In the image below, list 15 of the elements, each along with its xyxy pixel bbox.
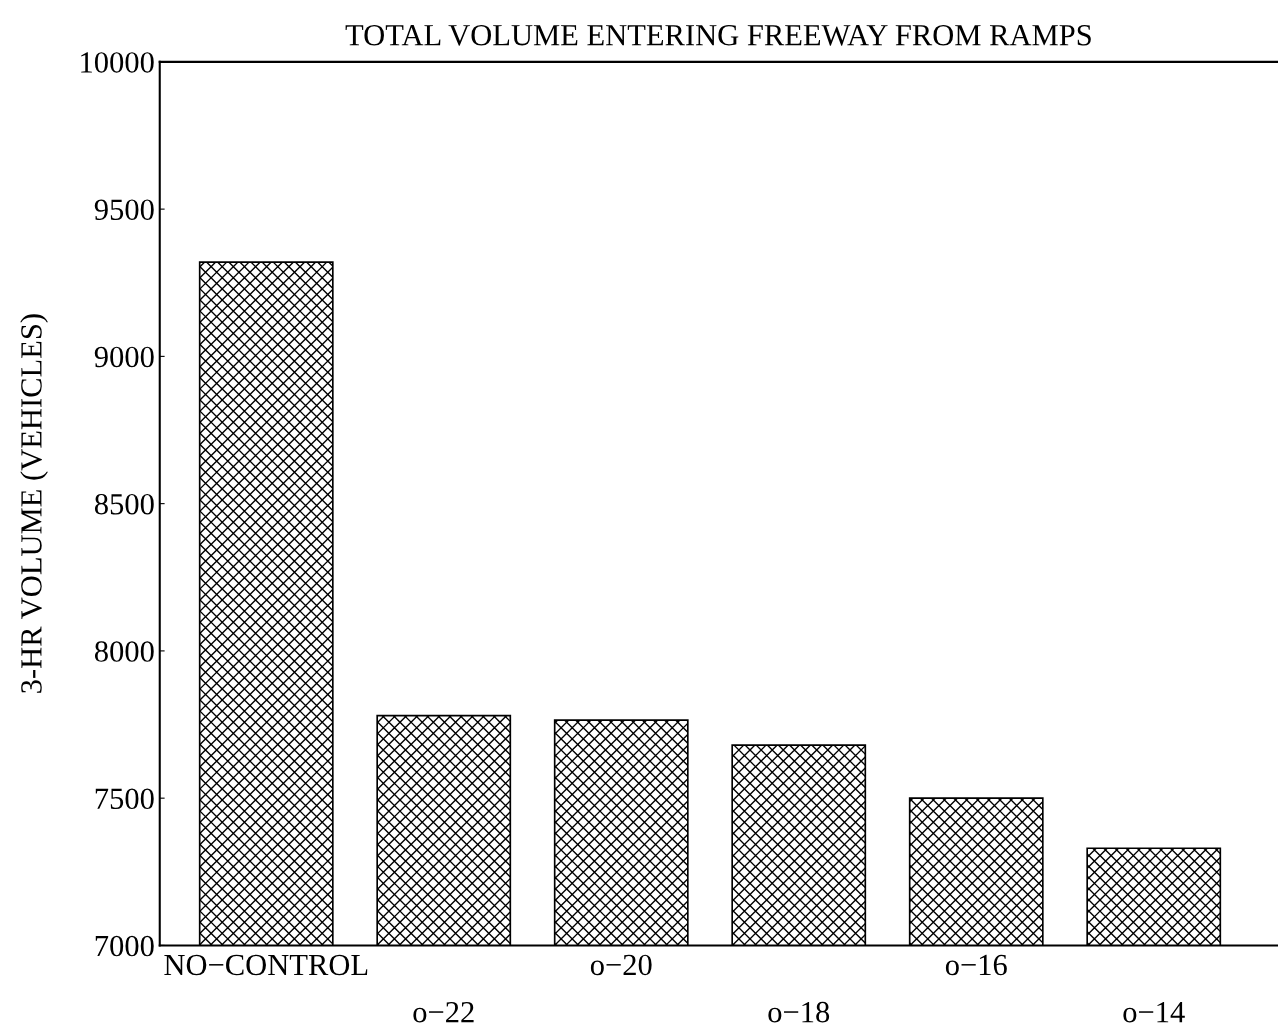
x-tick-label: o−22	[413, 1001, 474, 1023]
y-tick-label: 7500	[95, 788, 154, 810]
y-tick-label: 9000	[94, 346, 154, 368]
x-tick-label: o−18	[768, 1001, 830, 1023]
x-tick-label: NO−CONTROL	[164, 954, 368, 976]
y-tick-label: 8500	[94, 493, 154, 515]
y-tick-label: 7000	[95, 935, 154, 957]
chart-title: TOTAL VOLUME ENTERING FREEWAY FROM RAMPS	[345, 24, 1091, 46]
y-tick-label: 10000	[81, 52, 154, 73]
y-tick-label: 8000	[94, 641, 154, 662]
x-tick-label: o−16	[945, 954, 1007, 976]
x-tick-label: o−14	[1123, 1002, 1185, 1023]
y-tick-label: 9500	[94, 199, 154, 221]
x-tick-label: o−20	[590, 954, 652, 976]
y-axis-title: 3-HR VOLUME (VEHICLES)	[20, 314, 48, 693]
